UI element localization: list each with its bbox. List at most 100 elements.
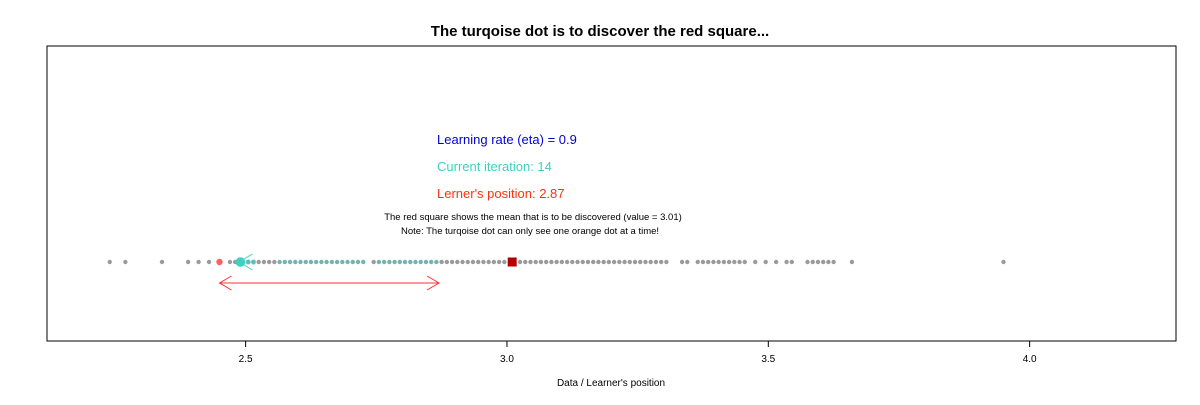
step-arrow-head-right	[426, 275, 441, 291]
visited-data-point	[381, 259, 387, 265]
data-point	[721, 259, 727, 265]
learning-rate-label: Learning rate (eta) = 0.9	[437, 132, 577, 147]
data-point	[523, 259, 528, 265]
data-point	[784, 259, 789, 265]
visited-data-point	[423, 259, 429, 265]
data-point	[737, 259, 742, 265]
data-point	[810, 259, 815, 265]
visited-data-point	[303, 259, 308, 265]
visited-data-point	[340, 259, 345, 265]
visited-data-point	[324, 259, 329, 265]
data-point	[465, 259, 470, 265]
data-point	[575, 259, 580, 265]
data-points	[107, 259, 1006, 265]
data-point	[643, 259, 648, 265]
data-point	[726, 259, 732, 265]
data-point	[580, 259, 585, 265]
data-point	[632, 259, 638, 265]
data-point	[444, 259, 450, 265]
data-point	[753, 259, 758, 265]
data-point	[486, 259, 491, 265]
visited-data-point	[397, 259, 403, 265]
data-point	[601, 259, 606, 265]
data-point	[763, 259, 768, 265]
data-point	[711, 259, 716, 265]
data-point	[227, 259, 233, 265]
data-point	[538, 259, 544, 265]
x-tick-label: 4.0	[1023, 354, 1037, 365]
data-point	[685, 259, 690, 265]
data-point	[196, 259, 201, 265]
visited-data-point	[355, 259, 361, 265]
previous-position-point	[250, 259, 257, 265]
data-point	[570, 259, 575, 265]
data-point	[470, 259, 476, 265]
visited-data-point	[313, 259, 319, 265]
data-point	[528, 259, 533, 265]
visited-data-point	[334, 259, 340, 265]
learner-dot	[235, 257, 246, 267]
visited-data-point	[376, 259, 382, 265]
visited-data-point	[345, 259, 350, 265]
data-point	[533, 259, 538, 265]
data-point	[679, 259, 685, 265]
data-point	[617, 259, 622, 265]
data-point	[627, 259, 632, 265]
visited-data-point	[418, 259, 423, 265]
visited-data-point	[402, 259, 408, 265]
data-point	[591, 259, 596, 265]
x-tick-label: 3.5	[761, 354, 775, 365]
x-tick-label: 2.5	[239, 354, 253, 365]
data-point	[638, 259, 643, 265]
data-point	[705, 259, 711, 265]
visited-data-point	[387, 259, 392, 265]
data-point	[695, 259, 700, 265]
visited-data-point	[308, 259, 314, 265]
visited-data-point	[319, 259, 324, 265]
data-point	[826, 259, 831, 265]
data-point	[460, 259, 465, 265]
learner-position-label: Lerner's position: 2.87	[437, 186, 565, 201]
data-point	[554, 259, 559, 265]
data-point	[773, 259, 779, 265]
data-point	[732, 259, 737, 265]
visited-data-point	[329, 259, 335, 265]
visited-data-point	[434, 259, 439, 265]
chart-title: The turqoise dot is to discover the red …	[431, 23, 769, 40]
mean-square	[507, 257, 517, 267]
visibility-note: Note: The turqoise dot can only see one …	[401, 226, 659, 237]
x-axis-label: Data / Learner's position	[557, 378, 665, 389]
data-point	[700, 259, 706, 265]
data-point	[261, 259, 267, 265]
data-point	[491, 259, 497, 265]
data-point	[805, 259, 810, 265]
data-point	[502, 259, 507, 265]
data-point	[789, 259, 795, 265]
data-point	[206, 259, 212, 265]
step-arrow-head-left	[218, 275, 232, 291]
data-point	[439, 259, 444, 265]
visited-data-point	[298, 259, 303, 265]
data-point	[606, 259, 612, 265]
visited-data-point	[282, 259, 288, 265]
data-point	[123, 259, 128, 265]
data-point	[455, 259, 460, 265]
visited-data-point	[350, 259, 355, 265]
data-point	[664, 259, 669, 265]
visited-data-point	[408, 259, 413, 265]
data-point	[543, 259, 549, 265]
learner-overlay	[216, 253, 517, 291]
data-point	[476, 259, 481, 265]
data-point	[742, 259, 747, 265]
data-point	[559, 259, 565, 265]
observed-point	[216, 258, 223, 266]
data-point	[622, 259, 627, 265]
visited-data-point	[428, 259, 434, 265]
x-axis: 2.5 3.0 3.5 4.0	[239, 341, 1037, 365]
visited-data-point	[293, 259, 298, 265]
data-point	[849, 259, 855, 265]
data-point	[716, 259, 721, 265]
previous-position-point	[245, 259, 251, 265]
data-point	[449, 259, 455, 265]
